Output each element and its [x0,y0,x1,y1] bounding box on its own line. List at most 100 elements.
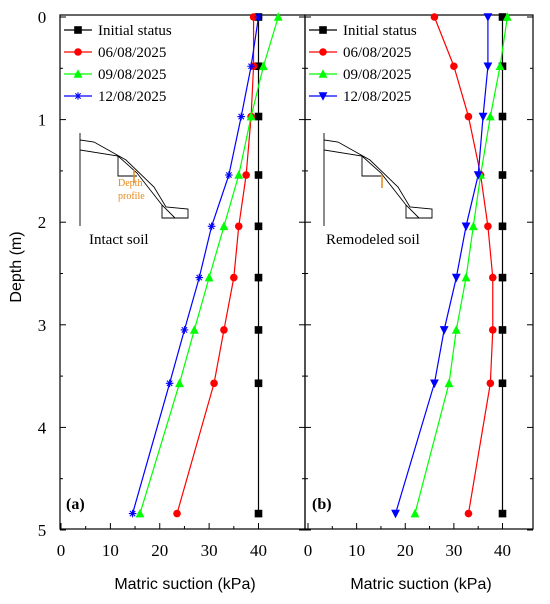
legend-marker-06-08-2025 [74,48,82,56]
y-tick-label-3: 3 [38,316,47,335]
point-09-08-2025-4 [468,221,478,231]
legend-label-06-08-2025: 06/08/2025 [343,45,411,61]
ticks-a [60,16,305,531]
point-initial-status-3 [254,171,263,179]
x-axis-title-b: Matric suction (kPa) [350,576,491,593]
series-markers-a [128,12,283,518]
point-12-08-2025-8 [128,509,137,518]
point-06-08-2025-4 [484,222,492,231]
point-06-08-2025-8 [173,509,181,518]
point-09-08-2025-5 [204,272,214,282]
depth-note-line-2: profile [118,191,145,202]
point-12-08-2025-5 [195,273,204,282]
point-initial-status-5 [254,273,263,282]
point-initial-status-1 [254,62,263,71]
point-09-08-2025-0 [502,12,512,21]
point-12-08-2025-3 [473,171,483,180]
point-12-08-2025-2 [237,112,246,121]
series-lines-b [394,16,508,514]
point-06-08-2025-3 [242,171,250,179]
x-tick-label-30: 30 [201,541,218,560]
point-12-08-2025-5 [451,273,461,283]
legend-marker-initial-status [74,26,82,34]
legend-a: Initial status 06/08/2025 09/08/2025 12/08/… [64,23,172,105]
point-initial-status-2 [498,112,507,121]
x-tick-label-40: 40 [250,541,267,560]
point-06-08-2025-8 [464,509,473,518]
point-initial-status-4 [498,222,507,231]
y-axis-title: Depth (m) [8,231,25,302]
x-tick-label-20: 20 [397,541,414,560]
y-tick-label-2: 2 [38,213,47,232]
x-tick-label-10: 10 [102,541,119,560]
point-06-08-2025-5 [488,273,497,282]
point-initial-status-6 [498,326,507,334]
point-06-08-2025-0 [430,13,439,21]
panel-label-a: (a) [66,496,85,513]
point-06-08-2025-0 [249,13,258,21]
point-06-08-2025-4 [234,222,243,231]
point-initial-status-2 [254,112,263,121]
legend-label-09-08-2025: 09/08/2025 [98,67,166,83]
depth-note-line-1: Depth [118,178,142,189]
series-line-06-08-2025 [433,16,494,514]
y-tick-label-1: 1 [38,111,47,130]
point-06-08-2025-1 [450,62,458,71]
point-initial-status-6 [254,326,263,334]
point-06-08-2025-2 [464,112,473,121]
ticks-b [305,16,533,531]
inset-label-b: Remodeled soil [326,232,420,248]
x-tick-label-0: 0 [57,541,66,560]
legend-b: Initial status 06/08/2025 09/08/2025 12/08/… [309,23,417,105]
point-12-08-2025-0 [254,13,263,21]
y-tick-label-5: 5 [38,521,47,540]
point-09-08-2025-6 [189,325,199,334]
point-12-08-2025-7 [165,379,174,388]
point-initial-status-5 [498,273,507,282]
point-initial-status-8 [498,509,507,518]
point-12-08-2025-4 [207,222,216,231]
point-06-08-2025-6 [488,326,497,334]
plot-frame-b [304,14,534,530]
legend-marker-09-08-2025 [73,69,83,78]
point-09-08-2025-7 [175,378,184,388]
point-initial-status-8 [254,509,263,518]
point-09-08-2025-2 [246,111,256,121]
panel-a: 0 10 20 30 40 0 1 2 3 4 5 Initial status 06/08/2025… [38,8,306,593]
point-09-08-2025-0 [273,12,283,21]
point-12-08-2025-6 [180,326,189,334]
point-09-08-2025-1 [259,61,268,71]
point-09-08-2025-5 [461,272,471,282]
y-tick-label-4: 4 [38,418,47,437]
point-initial-status-3 [498,171,507,179]
series-line-06-08-2025 [176,17,255,514]
point-initial-status-7 [254,379,263,388]
point-initial-status-4 [254,222,263,231]
x-tick-label-20: 20 [151,541,168,560]
legend-marker-12-08-2025 [318,92,328,101]
x-tick-label-10: 10 [348,541,365,560]
point-09-08-2025-6 [451,325,461,334]
panel-label-b: (b) [312,496,332,513]
legend-marker-12-08-2025 [74,92,82,100]
x-axis-title-a: Matric suction (kPa) [114,576,255,593]
point-12-08-2025-1 [483,62,493,72]
plot-frame-a [59,14,306,530]
slope-inset-a: Depth profile [79,133,189,226]
x-tick-label-30: 30 [445,541,462,560]
point-09-08-2025-2 [485,111,495,121]
point-09-08-2025-3 [234,170,244,179]
point-initial-status-7 [498,379,507,388]
legend-label-06-08-2025: 06/08/2025 [98,45,166,61]
point-06-08-2025-6 [220,326,228,334]
point-12-08-2025-3 [225,171,233,179]
point-12-08-2025-7 [430,379,439,389]
point-12-08-2025-0 [483,13,493,22]
point-06-08-2025-7 [210,379,218,388]
point-06-08-2025-5 [230,273,238,282]
slope-inset-b [323,133,433,226]
point-09-08-2025-1 [495,61,505,71]
legend-marker-09-08-2025 [318,69,328,78]
point-09-08-2025-7 [444,378,454,388]
